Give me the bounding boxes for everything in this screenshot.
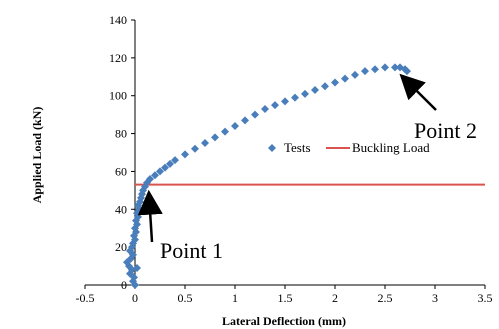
test-data-point — [191, 144, 199, 153]
test-data-point — [181, 150, 189, 159]
test-data-point — [311, 86, 319, 95]
test-data-point — [251, 110, 259, 119]
test-data-point — [281, 97, 289, 106]
x-tick-label: 2 — [332, 291, 338, 305]
point-2-label: Point 2 — [414, 118, 477, 143]
legend-tests-label: Tests — [284, 140, 311, 155]
annotations: Point 1 Point 2 — [137, 73, 477, 263]
test-data-point — [166, 159, 174, 168]
legend: Tests Buckling Load — [268, 140, 430, 155]
test-data-point — [241, 116, 249, 125]
test-data-point — [161, 163, 169, 172]
test-data-point — [321, 82, 329, 91]
legend-tests-marker — [268, 144, 276, 152]
point-1-label: Point 1 — [160, 238, 223, 263]
legend-buckling-label: Buckling Load — [352, 140, 430, 155]
test-data-point — [371, 65, 379, 74]
y-tick-label: 40 — [115, 202, 127, 216]
test-data-point — [221, 127, 229, 136]
test-data-point — [391, 63, 399, 72]
point-1-arrow — [137, 189, 163, 243]
x-tick-label: 1 — [232, 291, 238, 305]
test-data-point — [331, 78, 339, 87]
y-tick-label: 120 — [109, 51, 127, 65]
x-tick-label: 3.5 — [478, 291, 493, 305]
test-data-point — [271, 101, 279, 110]
test-data-point — [151, 171, 159, 180]
y-axis-title: Applied Load (kN) — [30, 107, 44, 204]
test-data-point — [146, 175, 154, 183]
axes: -0.5 0 0.5 1 1.5 2 2.5 3 3.5 0 20 40 60 80 100 120 140 — [76, 13, 493, 305]
test-data-point — [291, 93, 299, 102]
test-data-point — [351, 70, 359, 79]
test-data-point — [341, 74, 349, 83]
x-axis-title: Lateral Deflection (mm) — [222, 314, 346, 328]
y-tick-label: 100 — [109, 89, 127, 103]
test-data-point — [361, 67, 369, 76]
point-2-arrow — [399, 73, 437, 111]
x-tick-label: 2.5 — [378, 291, 393, 305]
y-tick-label: 140 — [109, 13, 127, 27]
y-tick-label: 0 — [121, 278, 127, 292]
test-data-point — [156, 167, 164, 176]
test-data-point — [133, 263, 141, 272]
test-data-point — [403, 67, 411, 76]
test-data-point — [231, 122, 239, 130]
test-data-point — [301, 89, 309, 98]
y-tick-label: 20 — [115, 240, 127, 254]
test-data-point — [171, 156, 179, 165]
test-data-point — [261, 104, 269, 113]
x-tick-label: 0.5 — [178, 291, 193, 305]
y-tick-label: 80 — [115, 127, 127, 141]
x-tick-label: -0.5 — [76, 291, 95, 305]
x-tick-label: 0 — [132, 291, 138, 305]
y-tick-label: 60 — [115, 164, 127, 178]
x-tick-label: 1.5 — [278, 291, 293, 305]
test-data-point — [211, 133, 219, 142]
x-tick-label: 3 — [432, 291, 438, 305]
test-data-point — [201, 139, 209, 148]
test-data-point — [381, 63, 389, 72]
